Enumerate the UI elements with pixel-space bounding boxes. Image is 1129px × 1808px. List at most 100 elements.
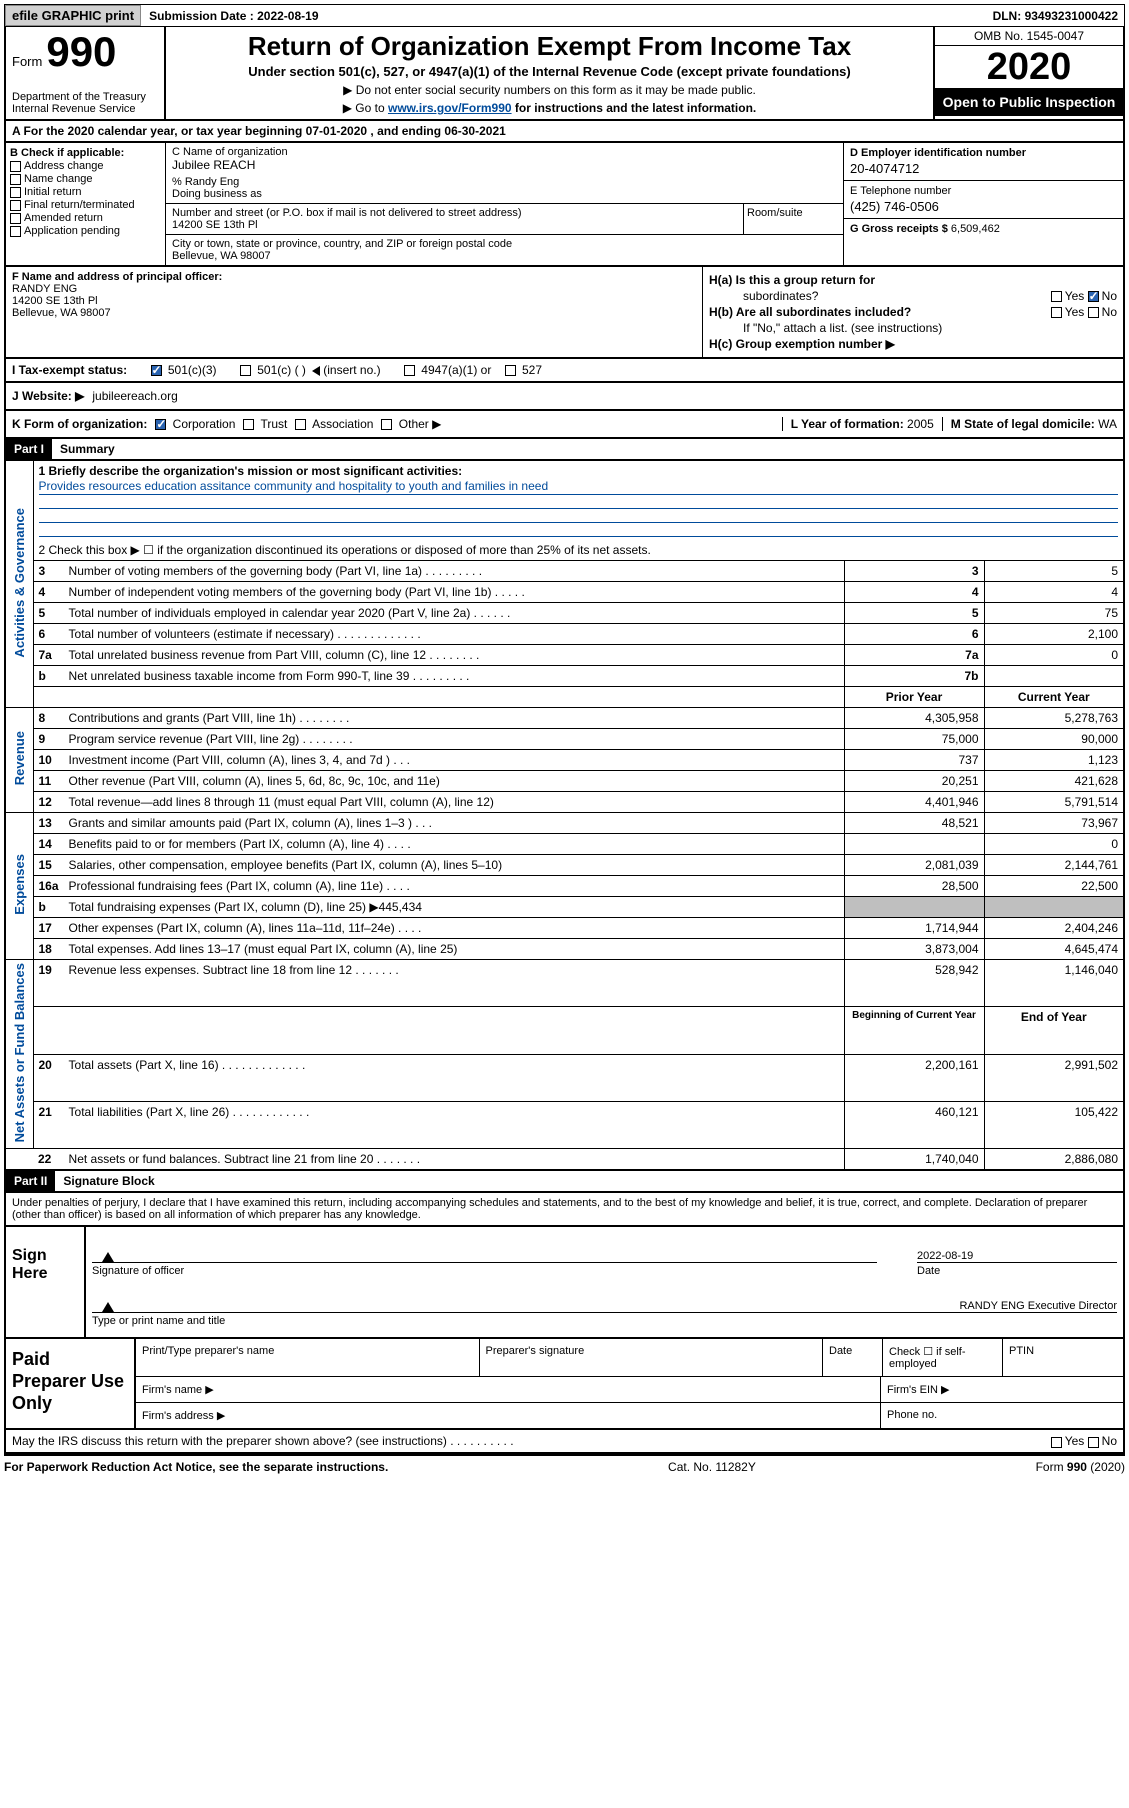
- part2-title: Signature Block: [55, 1174, 154, 1188]
- hb-no[interactable]: [1088, 307, 1099, 318]
- part1-header: Part I Summary: [4, 439, 1125, 461]
- officer-h-block: F Name and address of principal officer:…: [4, 267, 1125, 359]
- ha-no[interactable]: [1088, 291, 1099, 302]
- officer-name: RANDY ENG: [12, 283, 696, 295]
- part1-label: Part I: [6, 439, 52, 459]
- year-formation: 2005: [907, 417, 934, 431]
- header-mid: Return of Organization Exempt From Incom…: [166, 27, 933, 119]
- ha-yes[interactable]: [1051, 291, 1062, 302]
- ein-label: D Employer identification number: [850, 147, 1117, 159]
- firm-ein[interactable]: Firm's EIN ▶: [881, 1377, 1123, 1402]
- sig-date-line: 2022-08-19: [917, 1237, 1117, 1263]
- officer-label: F Name and address of principal officer:: [12, 271, 696, 283]
- public-inspection: Open to Public Inspection: [935, 88, 1123, 116]
- prep-date[interactable]: Date: [823, 1339, 883, 1376]
- chk-assoc[interactable]: [295, 419, 306, 430]
- chk-initial-return[interactable]: Initial return: [10, 186, 161, 198]
- officer-addr: 14200 SE 13th Pl Bellevue, WA 98007: [12, 295, 696, 319]
- chk-501c[interactable]: [240, 365, 251, 376]
- line-4: Number of independent voting members of …: [64, 582, 844, 603]
- sidebar-net-assets: Net Assets or Fund Balances: [5, 960, 33, 1149]
- tax-year-row: A For the 2020 calendar year, or tax yea…: [4, 121, 1125, 143]
- chk-final-return[interactable]: Final return/terminated: [10, 199, 161, 211]
- irs-discuss-row: May the IRS discuss this return with the…: [4, 1430, 1125, 1454]
- chk-corp[interactable]: [155, 419, 166, 430]
- prep-self-emp[interactable]: Check ☐ if self-employed: [883, 1339, 1003, 1376]
- footer-mid: Cat. No. 11282Y: [668, 1460, 756, 1474]
- perjury-statement: Under penalties of perjury, I declare th…: [4, 1193, 1125, 1227]
- chk-name-change[interactable]: Name change: [10, 173, 161, 185]
- form-of-org-row: K Form of organization: Corporation Trus…: [4, 411, 1125, 439]
- line-21: Total liabilities (Part X, line 26) . . …: [64, 1102, 844, 1149]
- dba-label: Doing business as: [172, 188, 837, 200]
- line-2: 2 Check this box ▶ ☐ if the organization…: [33, 540, 1124, 561]
- hc-label: H(c) Group exemption number ▶: [709, 337, 895, 351]
- ein: 20-4074712: [850, 159, 1117, 176]
- prep-ptin[interactable]: PTIN: [1003, 1339, 1123, 1376]
- line-16a: Professional fundraising fees (Part IX, …: [64, 876, 844, 897]
- line-11: Other revenue (Part VIII, column (A), li…: [64, 771, 844, 792]
- firm-name[interactable]: Firm's name ▶: [136, 1377, 881, 1402]
- group-return-section: H(a) Is this a group return for subordin…: [703, 267, 1123, 357]
- line-8: Contributions and grants (Part VIII, lin…: [64, 708, 844, 729]
- hb-yes[interactable]: [1051, 307, 1062, 318]
- prep-name[interactable]: Print/Type preparer's name: [136, 1339, 480, 1376]
- discuss-no[interactable]: [1088, 1437, 1099, 1448]
- current-year-hdr: Current Year: [984, 687, 1124, 708]
- org-name: Jubilee REACH: [172, 158, 837, 172]
- discuss-yes[interactable]: [1051, 1437, 1062, 1448]
- line-20: Total assets (Part X, line 16) . . . . .…: [64, 1054, 844, 1101]
- phone: (425) 746-0506: [850, 197, 1117, 214]
- topbar: efile GRAPHIC print Submission Date : 20…: [4, 4, 1125, 27]
- org-info: C Name of organization Jubilee REACH % R…: [166, 143, 843, 265]
- state-domicile: WA: [1098, 417, 1117, 431]
- part2-label: Part II: [6, 1171, 55, 1191]
- header-right: OMB No. 1545-0047 2020 Open to Public In…: [933, 27, 1123, 119]
- chk-address-change[interactable]: Address change: [10, 160, 161, 172]
- dln: DLN: 93493231000422: [993, 9, 1124, 23]
- preparer-title: Paid Preparer Use Only: [6, 1339, 136, 1428]
- chk-527[interactable]: [505, 365, 516, 376]
- line-6: Total number of volunteers (estimate if …: [64, 624, 844, 645]
- chk-app-pending[interactable]: Application pending: [10, 225, 161, 237]
- line-5: Total number of individuals employed in …: [64, 603, 844, 624]
- firm-phone[interactable]: Phone no.: [881, 1403, 1123, 1428]
- form-number: 990: [46, 31, 116, 73]
- website-label: J Website: ▶: [12, 389, 84, 403]
- chk-amended[interactable]: Amended return: [10, 212, 161, 224]
- page-footer: For Paperwork Reduction Act Notice, see …: [4, 1454, 1125, 1478]
- line-14: Benefits paid to or for members (Part IX…: [64, 834, 844, 855]
- instructions-note: ▶ Go to www.irs.gov/Form990 for instruct…: [170, 101, 929, 115]
- footer-right: Form 990 (2020): [1036, 1460, 1125, 1474]
- line-9: Program service revenue (Part VIII, line…: [64, 729, 844, 750]
- street-address: Number and street (or P.O. box if mail i…: [166, 204, 743, 234]
- footer-left: For Paperwork Reduction Act Notice, see …: [4, 1460, 388, 1474]
- care-of: % Randy Eng: [172, 176, 837, 188]
- end-year-hdr: End of Year: [984, 1007, 1124, 1054]
- mission-row: 1 Briefly describe the organization's mi…: [33, 461, 1124, 540]
- instructions-link[interactable]: www.irs.gov/Form990: [388, 101, 512, 115]
- signature-line[interactable]: [92, 1237, 877, 1263]
- summary-table: Activities & Governance 1 Briefly descri…: [4, 461, 1125, 1171]
- principal-officer: F Name and address of principal officer:…: [6, 267, 703, 357]
- sig-officer-label: Signature of officer: [92, 1265, 877, 1277]
- type-name-label: Type or print name and title: [92, 1315, 1117, 1327]
- form-subtitle: Under section 501(c), 527, or 4947(a)(1)…: [170, 64, 929, 79]
- k-label: K Form of organization:: [12, 417, 147, 431]
- tax-exempt-status: I Tax-exempt status: 501(c)(3) 501(c) ( …: [4, 359, 1125, 383]
- right-info: D Employer identification number 20-4074…: [843, 143, 1123, 265]
- chk-trust[interactable]: [243, 419, 254, 430]
- form-990-page: efile GRAPHIC print Submission Date : 20…: [0, 0, 1129, 1482]
- chk-501c3[interactable]: [151, 365, 162, 376]
- firm-addr[interactable]: Firm's address ▶: [136, 1403, 881, 1428]
- entity-block: B Check if applicable: Address change Na…: [4, 143, 1125, 267]
- signature-block: Sign Here Signature of officer 2022-08-1…: [4, 1227, 1125, 1339]
- phone-block: E Telephone number (425) 746-0506: [844, 181, 1123, 219]
- chk-other[interactable]: [381, 419, 392, 430]
- part1-title: Summary: [52, 442, 115, 456]
- prep-sig[interactable]: Preparer's signature: [480, 1339, 824, 1376]
- efile-print-button[interactable]: efile GRAPHIC print: [5, 5, 141, 26]
- room-suite: Room/suite: [743, 204, 843, 234]
- chk-4947[interactable]: [404, 365, 415, 376]
- line-18: Total expenses. Add lines 13–17 (must eq…: [64, 939, 844, 960]
